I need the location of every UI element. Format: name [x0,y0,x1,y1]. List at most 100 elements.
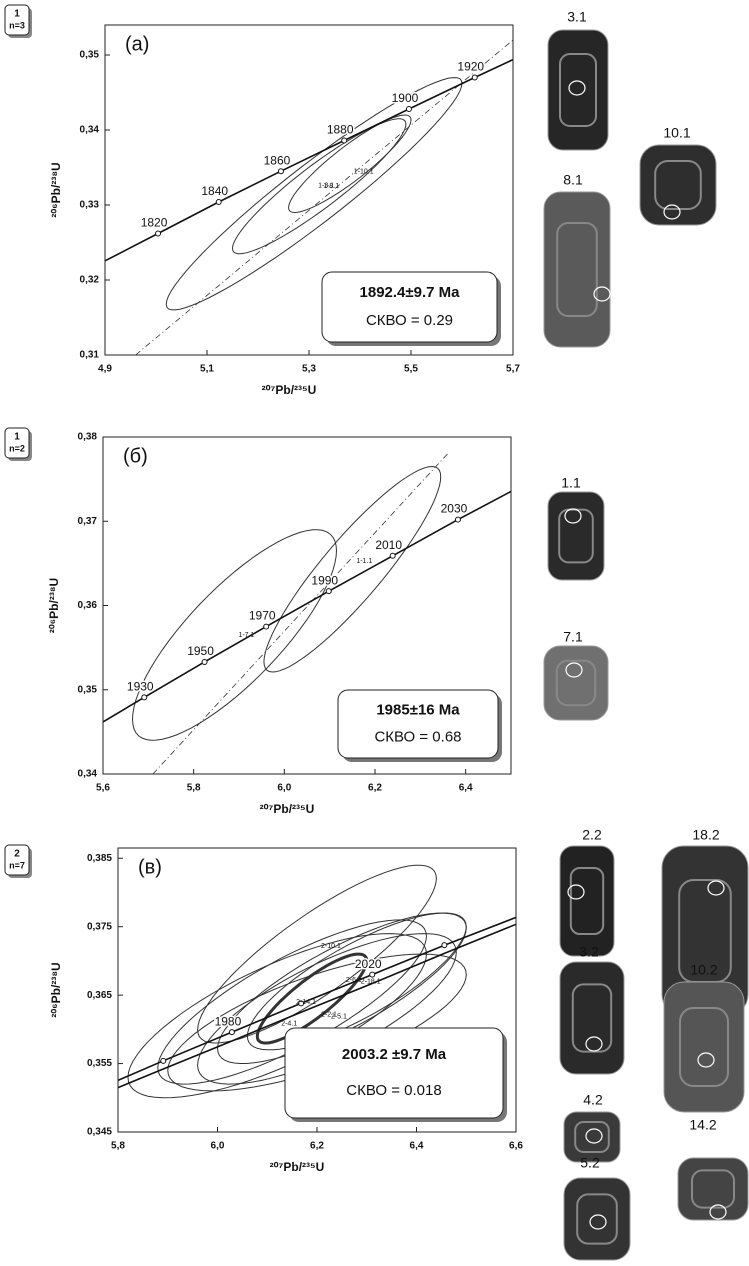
x-axis-label: ²⁰⁷Pb/²³⁵U [262,383,317,397]
x-tick-label: 6,0 [277,783,291,794]
ellipse-label: 2-4.1 [281,1021,297,1028]
age-point [342,138,347,143]
ellipse-label: 2-2.1 [321,1011,337,1018]
y-tick-label: 0,36 [78,600,98,611]
age-label: 1970 [249,609,276,623]
result-text: 1892.4±9.7 Ma [360,284,461,301]
panel-label: (а) [125,33,149,55]
age-point [229,1030,234,1035]
grain-label: 10.1 [663,125,690,141]
age-point [522,482,527,487]
grain-label: 18.2 [692,827,719,843]
badge-count: n=3 [9,20,25,30]
x-tick-label: 5,8 [187,783,201,794]
badge-number: 2 [14,849,20,860]
figure: 1n=3(а)4,95,15,35,55,70,310,320,330,340,… [0,0,749,1266]
age-point [94,1087,99,1092]
ellipse-label: 1-1.1 [356,558,372,565]
y-axis-label: ²⁰⁶Pb/²³⁸U [49,962,63,1017]
page: 1n=3(а)4,95,15,35,55,70,310,320,330,340,… [0,0,749,1266]
y-tick-label: 0,34 [78,769,98,780]
ellipse-label: 2-10.1 [321,943,341,950]
x-tick-label: 6,2 [368,783,382,794]
age-label: 1950 [187,644,214,658]
ellipse-label: 2-18.1 [361,978,381,985]
result-box [338,690,498,758]
zircon-grain [548,492,604,580]
ellipse-label: 1-7.1 [238,632,254,639]
age-point [326,589,331,594]
grain-label: 7.1 [563,629,583,645]
age-point [216,200,221,205]
grain-label: 2.2 [582,827,602,843]
grain-label: 3.1 [567,9,587,25]
panel-label: (в) [138,856,162,878]
y-tick-label: 0,35 [80,50,100,61]
age-label: 1980 [215,1014,242,1028]
y-tick-label: 0,385 [87,853,112,864]
zircon-grain [544,192,610,347]
x-tick-label: 5,6 [96,783,110,794]
age-label: 1920 [457,60,484,74]
result-box [322,272,497,342]
age-point [264,624,269,629]
age-point [540,44,545,49]
panel: 2n=7(в)5,86,06,26,46,60,3450,3550,3650,3… [5,827,748,1260]
ellipse-label: 2-14.1 [296,999,316,1006]
age-point [156,231,161,236]
age-point [96,262,101,267]
grain-label: 5.2 [580,1155,600,1171]
age-point [455,517,460,522]
panel-label: (б) [123,445,148,467]
y-tick-label: 0,38 [78,432,98,443]
zircon-grain [560,962,624,1074]
x-tick-label: 6,4 [459,783,473,794]
grain-label: 14.2 [689,1117,716,1133]
age-point [472,75,477,80]
y-axis-label: ²⁰⁶Pb/²³⁸U [47,578,61,633]
age-label: 1820 [141,216,168,230]
ellipse-label: 1-8.1 [323,183,339,190]
badge-number: 1 [14,432,20,443]
age-point [442,943,447,948]
y-tick-label: 0,365 [87,990,112,1001]
zircon-grain [664,982,744,1112]
grain-label: 10.2 [690,962,717,978]
age-point [406,107,411,112]
zircon-grain [544,646,608,720]
x-axis-label: ²⁰⁷Pb/²³⁵U [270,1160,325,1174]
age-label: 1880 [327,123,354,137]
age-label: 1860 [264,153,291,167]
age-label: 1990 [311,573,338,587]
error-ellipse [133,530,337,741]
y-tick-label: 0,34 [80,125,100,136]
zircon-grain [564,1178,630,1260]
x-tick-label: 5,8 [111,1141,125,1152]
y-tick-label: 0,37 [78,516,98,527]
x-tick-label: 5,7 [506,364,520,375]
result-text: СКВО = 0.68 [374,729,461,746]
badge-count: n=2 [9,443,25,453]
y-tick-label: 0,355 [87,1058,112,1069]
age-label: 1840 [201,184,228,198]
ellipse-label: 1-10.1 [354,169,374,176]
badge-number: 1 [14,9,20,20]
zircon-grain [640,145,716,225]
age-label: 1900 [392,91,419,105]
age-point [516,914,521,919]
x-tick-label: 6,4 [410,1141,424,1152]
y-tick-label: 0,31 [80,350,100,361]
grain-label: 8.1 [563,172,583,188]
ellipse-label: 2-6.1 [346,977,362,984]
badge-count: n=7 [9,860,25,870]
grain-label: 4.2 [583,1092,603,1108]
y-tick-label: 0,345 [87,1127,112,1138]
age-point [202,659,207,664]
x-axis-label: ²⁰⁷Pb/²³⁵U [260,802,315,816]
grain-label: 3.2 [579,944,599,960]
age-point [142,695,147,700]
x-tick-label: 5,5 [404,364,418,375]
result-text: 2003.2 ±9.7 Ma [342,1046,447,1063]
